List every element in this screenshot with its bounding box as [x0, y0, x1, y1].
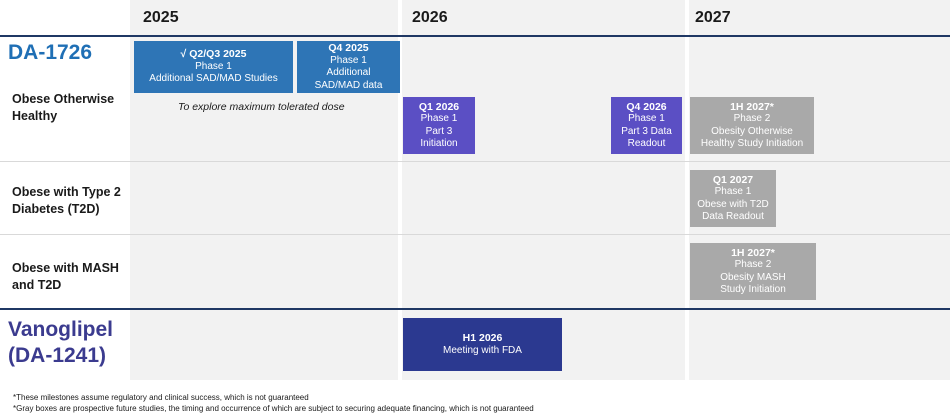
footnote-gray-boxes: *Gray boxes are prospective future studi…: [13, 404, 534, 413]
program-divider-top: [0, 35, 950, 37]
milestone-q2q3-2025: √ Q2/Q3 2025 Phase 1 Additional SAD/MAD …: [134, 41, 293, 93]
milestone-1h-2027-mash: 1H 2027* Phase 2 Obesity MASH Study Init…: [690, 243, 816, 300]
row-label-obese-otherwise-healthy: Obese Otherwise Healthy: [12, 92, 115, 123]
milestone-1h-2027-healthy: 1H 2027* Phase 2 Obesity Otherwise Healt…: [690, 97, 814, 154]
row-divider-1: [0, 161, 950, 162]
milestone-q4-2026: Q4 2026 Phase 1 Part 3 Data Readout: [611, 97, 682, 154]
program-name-da1726: DA-1726: [8, 41, 93, 64]
milestone-q1-2027-t2d: Q1 2027 Phase 1 Obese with T2D Data Read…: [690, 170, 776, 227]
year-header-2027: 2027: [695, 9, 731, 26]
program-divider-middle: [0, 308, 950, 310]
milestone-h1-2026-fda: H1 2026 Meeting with FDA: [403, 318, 562, 371]
year-header-2026: 2026: [412, 9, 448, 26]
row-divider-2: [0, 234, 950, 235]
column-2026-bg: [402, 0, 685, 380]
milestone-q4-2025: Q4 2025 Phase 1 Additional SAD/MAD data: [297, 41, 400, 93]
year-header-2025: 2025: [143, 9, 179, 26]
note-max-tolerated-dose: To explore maximum tolerated dose: [178, 101, 345, 113]
program-name-vanoglipel: Vanoglipel (DA-1241): [8, 318, 114, 367]
footnote-regulatory: *These milestones assume regulatory and …: [13, 393, 309, 402]
row-label-obese-mash-t2d: Obese with MASH and T2D: [12, 261, 119, 292]
row-label-obese-t2d: Obese with Type 2 Diabetes (T2D): [12, 185, 121, 216]
milestone-q1-2026: Q1 2026 Phase 1 Part 3 Initiation: [403, 97, 475, 154]
